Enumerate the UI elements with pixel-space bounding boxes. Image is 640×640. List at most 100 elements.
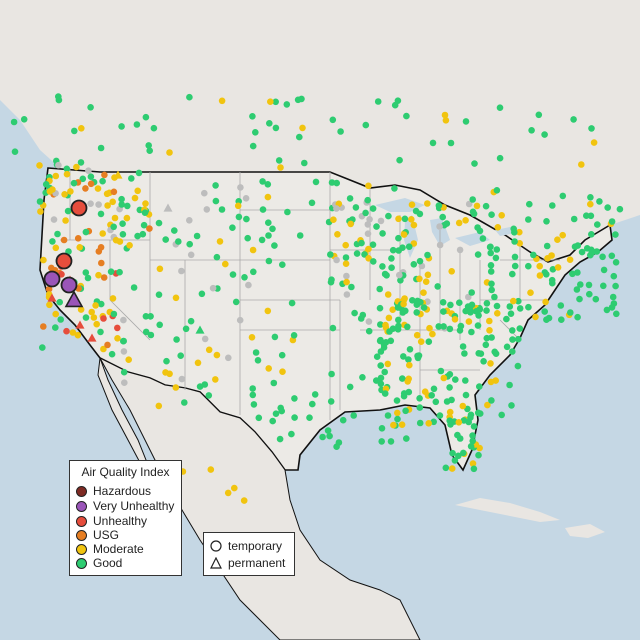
site-marker <box>82 269 90 276</box>
site-marker <box>229 224 236 231</box>
site-marker <box>588 125 595 132</box>
site-marker <box>119 231 127 238</box>
site-marker <box>536 262 543 270</box>
site-marker <box>469 460 477 467</box>
site-marker <box>186 240 193 248</box>
site-marker <box>542 298 549 306</box>
site-marker <box>254 357 262 364</box>
site-marker <box>364 196 372 204</box>
site-marker <box>491 348 499 356</box>
site-marker <box>205 392 213 399</box>
site-marker <box>265 219 272 226</box>
usg-swatch-icon <box>76 529 87 541</box>
site-marker <box>400 390 408 397</box>
cuba-island <box>455 498 560 522</box>
site-marker <box>88 308 95 316</box>
site-marker <box>455 419 463 426</box>
site-marker <box>97 210 105 218</box>
site-marker <box>271 242 278 249</box>
type-legend-label: permanent <box>228 555 286 570</box>
site-marker <box>374 98 382 105</box>
site-marker <box>496 104 504 111</box>
site-marker <box>425 338 433 346</box>
site-marker <box>104 341 111 349</box>
site-marker <box>585 281 593 289</box>
site-marker <box>97 144 105 152</box>
site-marker <box>600 282 607 290</box>
site-marker <box>377 380 385 388</box>
site-marker <box>241 274 248 281</box>
site-marker <box>100 274 108 281</box>
site-marker <box>175 238 182 245</box>
site-marker <box>488 211 495 218</box>
site-marker <box>146 225 153 232</box>
site-marker <box>395 215 402 223</box>
site-marker <box>569 270 576 278</box>
site-marker <box>473 202 481 210</box>
site-marker <box>73 163 80 171</box>
site-marker <box>126 242 133 249</box>
site-marker <box>487 360 494 367</box>
site-marker <box>596 198 603 205</box>
site-marker <box>97 328 104 336</box>
site-marker <box>571 243 579 250</box>
site-marker <box>125 356 132 364</box>
site-marker <box>84 274 92 282</box>
site-marker <box>402 307 409 315</box>
site-marker <box>494 224 502 231</box>
site-marker <box>212 182 219 189</box>
site-marker <box>46 301 53 309</box>
site-marker <box>301 159 308 167</box>
site-marker <box>264 193 272 201</box>
site-marker <box>415 352 423 359</box>
site-marker <box>416 419 424 427</box>
site-marker <box>155 402 163 410</box>
legend-item-moderate: Moderate <box>76 542 144 556</box>
site-marker <box>350 412 358 419</box>
site-marker <box>535 111 543 119</box>
site-marker <box>388 255 395 262</box>
highlighted-site-marker <box>60 276 78 294</box>
site-marker <box>496 154 504 162</box>
site-marker <box>449 449 456 457</box>
site-marker <box>434 283 442 290</box>
site-marker <box>366 216 373 223</box>
site-marker <box>506 303 514 310</box>
site-marker <box>558 316 565 324</box>
site-marker <box>98 259 105 267</box>
legend-item-unhealthy: Unhealthy <box>76 514 147 528</box>
site-marker <box>327 278 335 286</box>
site-marker <box>20 116 28 123</box>
site-marker <box>352 204 360 211</box>
site-marker <box>498 411 506 419</box>
site-marker <box>365 254 372 262</box>
site-marker <box>252 129 259 136</box>
site-marker <box>118 195 125 203</box>
site-marker <box>63 165 71 173</box>
site-marker <box>475 451 482 459</box>
site-marker <box>422 278 430 286</box>
site-marker <box>108 350 116 358</box>
site-marker <box>334 231 341 238</box>
site-marker <box>279 368 286 376</box>
site-marker <box>417 338 425 346</box>
site-marker <box>469 208 477 216</box>
site-marker <box>131 194 139 202</box>
site-marker <box>74 331 82 339</box>
site-marker <box>120 337 127 345</box>
site-marker <box>525 303 532 311</box>
site-marker <box>610 272 618 280</box>
site-marker <box>503 343 511 351</box>
site-marker <box>451 316 459 323</box>
site-marker <box>99 230 106 237</box>
site-marker <box>448 396 455 404</box>
canada-landmass <box>0 0 640 262</box>
type-legend-item-temporary: temporary <box>210 538 282 553</box>
site-marker <box>99 177 106 185</box>
permanent-site-marker <box>47 293 57 302</box>
site-marker <box>369 241 377 248</box>
site-marker <box>394 415 401 423</box>
site-marker <box>557 302 565 309</box>
site-marker <box>54 230 61 238</box>
site-marker <box>377 217 385 225</box>
